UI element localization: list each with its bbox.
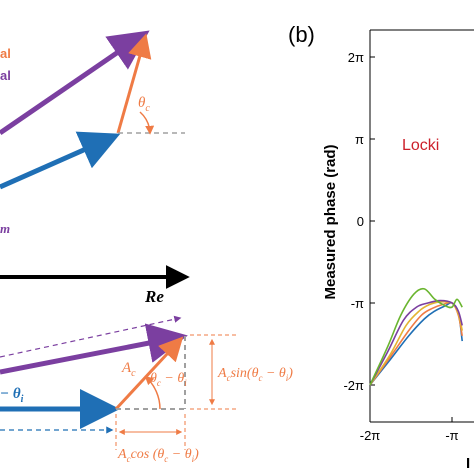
series-layer <box>369 287 464 386</box>
purple-dashed-bottom <box>0 315 182 358</box>
y-tick-label: 0 <box>357 214 364 229</box>
label-theta-diff: θc − θi <box>150 371 187 388</box>
label-minus-theta-i: − θi <box>0 386 24 405</box>
plot-axes <box>369 29 474 423</box>
re-axis-label: Re <box>144 287 164 306</box>
y-tick-label: -π <box>351 296 364 311</box>
panel-b: (b) Measured phase (rad) 2π π 0 -π -2π -2π -π… <box>288 22 474 472</box>
panel-a-top: al al θc m <box>0 30 185 236</box>
label-signal1: al <box>0 46 11 61</box>
panel-b-ylabel: Measured phase (rad) <box>322 144 339 299</box>
blue-vector-top <box>0 131 121 190</box>
theta-c-arc-top <box>139 111 155 135</box>
locking-annotation: Locki <box>402 137 439 154</box>
y-tick-label: π <box>355 132 364 147</box>
re-axis: Re <box>0 265 190 306</box>
theta-arc-bottom <box>144 375 161 410</box>
panel-a-bottom: − θi Ac θc − θi Acsin(θc − θi) Accos (θc… <box>0 315 293 464</box>
series-line-4 <box>369 287 463 386</box>
y-tick-label: 2π <box>348 50 364 65</box>
x-tick-label: -π <box>445 428 458 443</box>
purple-vector-bottom <box>0 323 188 375</box>
x-tick-label: -2π <box>360 428 381 443</box>
orange-vector-top <box>116 33 152 134</box>
x-ticks: -2π -π <box>360 417 459 443</box>
series-line-2 <box>369 300 463 386</box>
panel-b-label: (b) <box>288 22 315 47</box>
series-line-3 <box>369 299 463 386</box>
label-sin: Acsin(θc − θi) <box>217 366 293 383</box>
label-cos: Accos (θc − θi) <box>117 447 199 464</box>
label-ac: Ac <box>121 360 136 379</box>
label-m: m <box>0 221 10 236</box>
label-signal2: al <box>0 68 11 83</box>
y-ticks: 2π π 0 -π -2π <box>343 50 375 393</box>
y-tick-label: -2π <box>343 378 364 393</box>
panel-b-xlabel: I <box>466 455 470 472</box>
series-line-0 <box>369 301 464 386</box>
purple-vector-top <box>0 30 150 136</box>
orange-vector-bottom <box>114 336 184 411</box>
label-theta-c-top: θc <box>138 95 150 114</box>
